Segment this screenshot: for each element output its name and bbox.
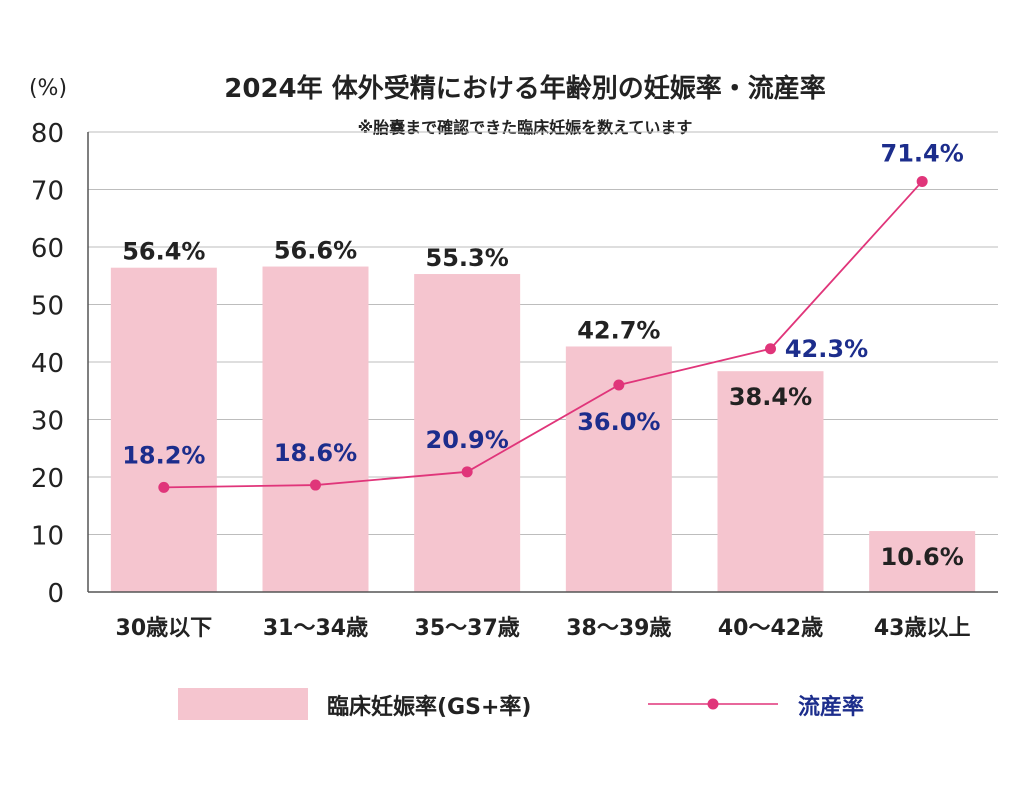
bar-data-labels: 56.4% 56.6% 55.3% 42.7% 38.4% 10.6%	[122, 237, 964, 572]
bar	[414, 274, 521, 592]
bar	[110, 267, 217, 592]
line-data-label: 20.9%	[426, 426, 509, 454]
bar-data-label: 38.4%	[729, 383, 812, 411]
legend-line-marker	[707, 698, 719, 710]
line-point	[461, 466, 473, 478]
line-point	[916, 175, 928, 187]
x-tick-label: 31〜34歳	[263, 616, 368, 641]
line-data-label: 18.2%	[122, 441, 205, 469]
line-point	[765, 343, 776, 355]
legend-bar-label: 臨床妊娠率(GS+率)	[327, 694, 531, 720]
bar-data-label: 56.4%	[122, 238, 205, 266]
y-tick-label: 80	[31, 119, 64, 149]
y-tick-label: 70	[31, 177, 64, 207]
legend-bar-swatch	[178, 688, 308, 720]
legend: 臨床妊娠率(GS+率) 流産率	[178, 688, 864, 720]
y-axis-unit: (%)	[29, 76, 67, 101]
bar-data-label: 56.6%	[274, 237, 357, 265]
y-tick-label: 30	[31, 407, 64, 437]
bar	[262, 266, 369, 592]
bar	[869, 531, 976, 592]
line-data-labels: 18.2% 18.6% 20.9% 36.0% 42.3% 71.4%	[122, 139, 964, 469]
bar	[717, 371, 824, 592]
y-tick-label: 60	[31, 234, 64, 264]
bar-data-label: 55.3%	[426, 244, 509, 272]
line-data-label: 18.6%	[274, 439, 357, 467]
gridlines	[88, 131, 998, 535]
x-tick-label: 35〜37歳	[415, 616, 520, 641]
bar-data-label: 42.7%	[577, 316, 660, 344]
x-tick-label: 40〜42歳	[718, 616, 823, 641]
line-data-label: 71.4%	[881, 139, 964, 167]
line-point	[158, 481, 170, 493]
y-tick-label: 10	[31, 522, 64, 552]
legend-line-label: 流産率	[798, 694, 864, 720]
y-axis-ticks: 0 10 20 30 40 50 60 70 80	[31, 119, 64, 609]
y-tick-label: 0	[47, 579, 64, 609]
y-tick-label: 40	[31, 349, 64, 379]
x-tick-label: 30歳以下	[116, 616, 213, 641]
line-point	[310, 479, 321, 491]
line-point	[613, 379, 625, 391]
x-tick-label: 38〜39歳	[566, 616, 671, 641]
line-series	[158, 175, 928, 493]
x-tick-label: 43歳以上	[874, 616, 971, 641]
bar-data-label: 10.6%	[881, 543, 964, 571]
line-series-path	[163, 180, 923, 489]
axes	[87, 132, 998, 593]
line-data-label: 36.0%	[577, 408, 660, 436]
x-axis-ticks: 30歳以下 31〜34歳 35〜37歳 38〜39歳 40〜42歳 43歳以上	[116, 616, 971, 641]
line-data-label: 42.3%	[785, 335, 868, 363]
y-tick-label: 50	[31, 292, 64, 322]
chart-title: 2024年 体外受精における年齢別の妊娠率・流産率	[224, 73, 825, 104]
y-tick-label: 20	[31, 464, 64, 494]
bar-series	[110, 266, 976, 592]
chart-subtitle: ※胎嚢まで確認できた臨床妊娠を数えています	[358, 118, 693, 137]
